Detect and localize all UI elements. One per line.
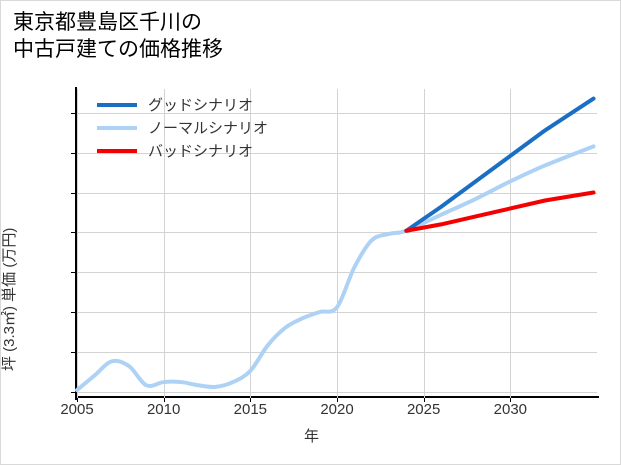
series-line-normal (75, 144, 596, 393)
x-tick-mark (77, 398, 78, 402)
y-tick-mark (71, 272, 76, 274)
legend-label-normal-scenario: ノーマルシナリオ (148, 120, 269, 137)
y-tick-mark (71, 232, 76, 234)
legend-swatch-bad-scenario (97, 148, 137, 153)
x-tick-label: 2025 (406, 401, 441, 418)
legend-item-bad-scenario[interactable]: バッドシナリオ (97, 139, 317, 162)
gridline-vertical (337, 89, 338, 398)
legend-label-good-scenario: グッドシナリオ (148, 97, 254, 114)
y-tick-mark (71, 311, 76, 313)
x-tick-label: 2015 (233, 401, 268, 418)
y-axis-label: 坪 (3.3㎡) 単価 (万円) (1, 227, 18, 371)
plot-area (75, 89, 597, 398)
x-tick-mark (250, 398, 252, 402)
gridline-vertical (423, 89, 425, 398)
gridline-vertical (510, 89, 512, 398)
legend-item-good-scenario[interactable]: グッドシナリオ (97, 93, 317, 116)
y-tick-mark (71, 152, 76, 154)
gridline-vertical (250, 89, 252, 398)
chart-legend: グッドシナリオ ノーマルシナリオ バッドシナリオ (97, 93, 317, 162)
x-tick-mark (337, 398, 338, 402)
y-tick-mark (71, 112, 76, 114)
x-tick-label: 2005 (60, 401, 94, 418)
gridline-vertical (163, 89, 165, 398)
x-axis-label: 年 (303, 428, 319, 445)
legend-label-bad-scenario: バッドシナリオ (148, 143, 254, 160)
x-tick-label: 2020 (320, 401, 354, 418)
legend-swatch-good-scenario (97, 102, 137, 107)
series-line-bad (404, 190, 596, 233)
series-line-good (404, 96, 596, 233)
x-tick-mark (510, 398, 512, 402)
gridline-vertical (77, 89, 78, 398)
series-layer (75, 96, 596, 393)
x-tick-label: 2030 (493, 401, 528, 418)
y-axis-line (75, 87, 77, 400)
chart-title: 東京都豊島区千川の 中古戸建ての価格推移 (13, 11, 223, 61)
y-tick-mark (71, 351, 76, 353)
x-tick-mark (423, 398, 425, 402)
x-tick-mark (163, 398, 165, 402)
y-tick-mark (71, 192, 76, 194)
x-tick-label: 2010 (146, 401, 181, 418)
y-tick-mark (71, 391, 76, 393)
legend-swatch-normal-scenario (97, 125, 137, 130)
legend-item-normal-scenario[interactable]: ノーマルシナリオ (97, 116, 317, 139)
y-axis-label-wrapper: 坪 (3.3㎡) 単価 (万円) (1, 111, 39, 371)
